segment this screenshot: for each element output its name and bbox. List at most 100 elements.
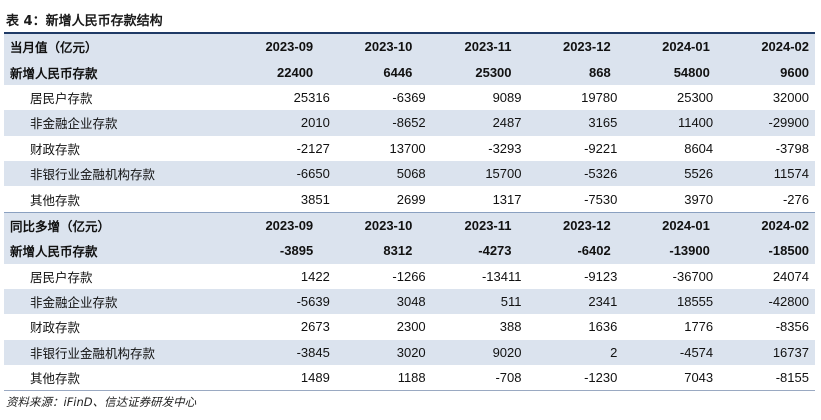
table-cell: -6650	[296, 166, 330, 182]
table-row: 非银行业金融机构存款 -3845 3020 9020 2 -4574 16737	[4, 339, 815, 366]
table-cell: -42800	[768, 294, 809, 310]
table-cell: 2	[610, 344, 618, 360]
table-cell: 3048	[396, 294, 426, 310]
table-cell: 1422	[300, 268, 330, 284]
table-cell: 6446	[383, 64, 413, 80]
column-header: 2023-12	[562, 39, 611, 55]
table-cell: 9020	[492, 344, 522, 360]
table-cell: -13411	[481, 268, 522, 284]
table-row: 其他存款 3851 2699 1317 -7530 3970 -276	[4, 186, 815, 211]
row-label: 非银行业金融机构存款	[30, 345, 156, 361]
row-label: 新增人民币存款	[10, 244, 98, 260]
table-row: 非金融企业存款 -5639 3048 511 2341 18555 -42800	[4, 288, 815, 315]
table-cell: 8312	[383, 243, 413, 259]
table-row: 非银行业金融机构存款 -6650 5068 15700 -5326 5526 1…	[4, 160, 815, 187]
table-cell: 7043	[684, 370, 714, 386]
row-label: 财政存款	[30, 141, 81, 157]
table-cell: 25300	[475, 64, 512, 80]
table-row: 其他存款 1489 1188 -708 -1230 7043 -8155	[4, 365, 815, 390]
table-cell: 9089	[492, 89, 522, 105]
table-cell: -9123	[584, 268, 618, 284]
table-bottom-rule	[4, 390, 815, 391]
table-cell: 5068	[396, 166, 426, 182]
table-cell: 32000	[772, 89, 809, 105]
table-cell: -4574	[679, 344, 714, 360]
table-cell: 1636	[588, 319, 618, 335]
table-cell: 2673	[300, 319, 330, 335]
row-label: 其他存款	[30, 192, 81, 208]
table-cell: -276	[782, 191, 809, 207]
table-cell: 3970	[684, 191, 714, 207]
table-cell: 868	[588, 64, 611, 80]
table-cell: 19780	[581, 89, 618, 105]
table-row: 财政存款 2673 2300 388 1636 1776 -8356	[4, 314, 815, 339]
column-header: 2024-01	[662, 39, 710, 55]
table-cell: -36700	[672, 268, 714, 284]
table-cell: -6369	[392, 89, 426, 105]
column-header: 2023-10	[364, 217, 413, 233]
section1-header-row: 当月值（亿元） 2023-09 2023-10 2023-11 2023-12 …	[4, 32, 815, 60]
table-cell: -1230	[584, 370, 618, 386]
table-cell: 18555	[676, 294, 714, 310]
table-cell: -708	[495, 370, 522, 386]
table-row: 非金融企业存款 2010 -8652 2487 3165 11400 -2990…	[4, 110, 815, 136]
table-cell: 1776	[684, 319, 714, 335]
row-label: 非金融企业存款	[30, 295, 118, 311]
table-cell: -3293	[488, 140, 522, 156]
table-cell: -18500	[768, 243, 810, 259]
table-cell: 2010	[300, 115, 330, 131]
row-label: 居民户存款	[30, 269, 93, 285]
table-cell: -8155	[775, 370, 809, 386]
table-cell: 1317	[492, 191, 522, 207]
table-cell: -1266	[392, 268, 426, 284]
column-header: 2024-02	[761, 217, 810, 233]
table-title: 表 4：新增人民币存款结构	[6, 14, 163, 29]
table-row: 财政存款 -2127 13700 -3293 -9221 8604 -3798	[4, 136, 815, 161]
table-cell: -8652	[392, 115, 426, 131]
column-header: 2024-01	[662, 217, 710, 233]
table-cell: 11400	[677, 115, 714, 131]
table-cell: 13700	[389, 140, 426, 156]
table-cell: 2487	[492, 115, 522, 131]
column-header: 2023-11	[464, 39, 512, 55]
table-cell: 2341	[588, 294, 618, 310]
table-cell: 3165	[588, 115, 618, 131]
table-cell: 11574	[773, 166, 809, 182]
row-label: 非金融企业存款	[30, 116, 118, 132]
table-cell: -8356	[775, 319, 809, 335]
table-cell: -6402	[577, 243, 611, 259]
table-row: 新增人民币存款 -3895 8312 -4273 -6402 -13900 -1…	[4, 238, 815, 264]
table-cell: 388	[499, 319, 522, 335]
section2-header-row: 同比多增（亿元） 2023-09 2023-10 2023-11 2023-12…	[4, 211, 815, 239]
deposit-structure-table: 当月值（亿元） 2023-09 2023-10 2023-11 2023-12 …	[4, 32, 815, 390]
row-label: 非银行业金融机构存款	[30, 167, 156, 183]
table-row: 居民户存款 1422 -1266 -13411 -9123 -36700 240…	[4, 264, 815, 289]
table-cell: -2127	[296, 140, 330, 156]
table-cell: 9600	[780, 64, 810, 80]
table-cell: 511	[500, 294, 522, 310]
table-cell: 8604	[684, 140, 714, 156]
section1-header-label: 当月值（亿元）	[10, 40, 98, 56]
source-note: 资料来源：iFinD、信达证券研发中心	[6, 395, 197, 409]
table-cell: 2699	[396, 191, 426, 207]
table-cell: 54800	[673, 64, 710, 80]
table-cell: 3020	[396, 344, 426, 360]
column-header: 2024-02	[761, 39, 810, 55]
table-cell: -5326	[584, 166, 618, 182]
table-row: 居民户存款 25316 -6369 9089 19780 25300 32000	[4, 85, 815, 110]
table-cell: 25300	[676, 89, 714, 105]
row-label: 其他存款	[30, 371, 81, 387]
row-label: 财政存款	[30, 320, 81, 336]
table-cell: 16737	[772, 344, 809, 360]
table-cell: -9221	[584, 140, 618, 156]
table-cell: -3895	[279, 243, 314, 259]
table-cell: 3851	[300, 191, 330, 207]
table-cell: -3798	[775, 140, 809, 156]
column-header: 2023-09	[265, 217, 314, 233]
table-cell: 15700	[485, 166, 522, 182]
table-cell: 1489	[300, 370, 330, 386]
table-cell: 1188	[397, 370, 426, 386]
table-cell: 5526	[684, 166, 714, 182]
column-header: 2023-12	[562, 217, 611, 233]
table-cell: -3845	[296, 344, 330, 360]
